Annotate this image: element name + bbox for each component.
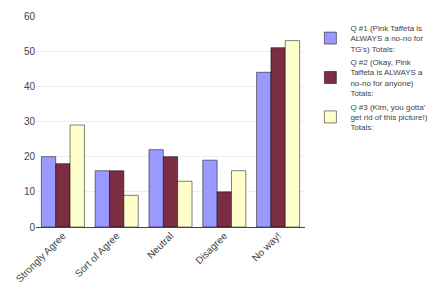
svg-text:Q #3 (Kim, you gotta'get rid o: Q #3 (Kim, you gotta'get rid of this pic… xyxy=(350,103,427,133)
svg-text:Sort of Agree: Sort of Agree xyxy=(73,230,122,279)
svg-text:10: 10 xyxy=(24,186,36,197)
svg-text:0: 0 xyxy=(29,222,35,233)
svg-text:30: 30 xyxy=(24,116,36,127)
svg-text:Q #1 (Pink Taffeta isALWAYS a: Q #1 (Pink Taffeta isALWAYS a no-no forT… xyxy=(350,24,423,54)
svg-text:40: 40 xyxy=(24,81,36,92)
svg-text:50: 50 xyxy=(24,46,36,57)
svg-text:Neutral: Neutral xyxy=(145,230,176,261)
svg-text:Q #2 (Okay, PinkTaffeta is ALW: Q #2 (Okay, PinkTaffeta is ALWAYS ano-no… xyxy=(350,58,423,98)
svg-text:Strongly Agree: Strongly Agree xyxy=(14,230,68,284)
svg-text:60: 60 xyxy=(24,11,36,22)
svg-text:No way!: No way! xyxy=(250,230,283,263)
svg-text:20: 20 xyxy=(24,151,36,162)
svg-text:Disagree: Disagree xyxy=(193,230,229,266)
